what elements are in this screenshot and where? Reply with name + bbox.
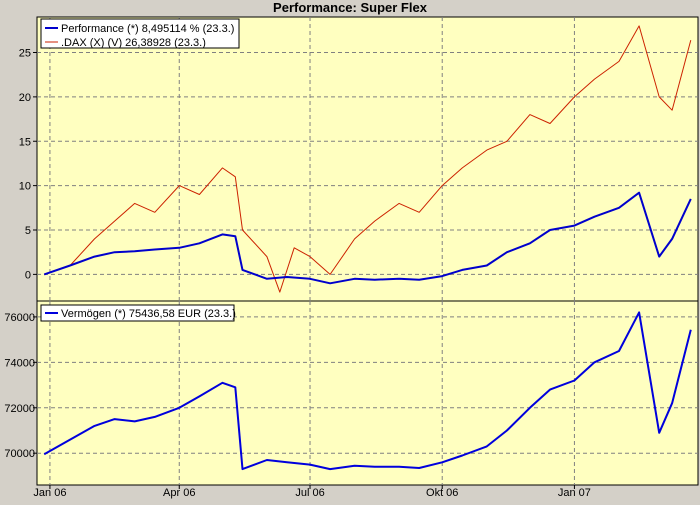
x-tick-label: Jan 06 xyxy=(33,487,66,499)
y-tick-label: 74000 xyxy=(4,357,35,369)
series-line-dax xyxy=(44,25,692,293)
legend-label-performance: Performance (*) 8,495114 % (23.3.) xyxy=(61,23,234,35)
series-line-performance xyxy=(43,191,692,285)
y-tick-label: 76000 xyxy=(4,312,35,324)
x-tick-label: Apr 06 xyxy=(163,487,195,499)
legend-label-vermoegen: Vermögen (*) 75436,58 EUR (23.3.) xyxy=(61,308,236,320)
series-line-vermoegen xyxy=(43,311,692,471)
grid-vermoegen xyxy=(37,301,698,485)
grid-performance xyxy=(37,17,698,301)
y-tick-label: 5 xyxy=(25,225,31,237)
x-tick-label: Okt 06 xyxy=(426,487,458,499)
y-tick-label: 70000 xyxy=(4,448,35,460)
y-tick-label: 20 xyxy=(19,92,31,104)
x-tick-label: Jan 07 xyxy=(558,487,591,499)
y-tick-label: 10 xyxy=(19,181,31,193)
lines-vermoegen xyxy=(43,311,692,471)
plot-area-vermoegen xyxy=(36,300,699,486)
lines-performance xyxy=(43,25,692,293)
y-axis-performance: 0 5 10 15 20 25 xyxy=(19,48,37,281)
legend-performance: Performance (*) 8,495114 % (23.3.) .DAX … xyxy=(40,18,240,49)
y-tick-label: 0 xyxy=(25,269,31,281)
legend-label-dax: .DAX (X) (V) 26,38928 (23.3.) xyxy=(61,37,206,49)
y-tick-label: 72000 xyxy=(4,403,35,415)
y-tick-label: 25 xyxy=(19,48,31,60)
y-tick-label: 15 xyxy=(19,136,31,148)
y-axis-vermoegen: 70000 72000 74000 76000 xyxy=(4,312,37,460)
x-tick-label: Jul 06 xyxy=(295,487,324,499)
x-axis: Jan 06 Apr 06 Jul 06 Okt 06 Jan 07 xyxy=(33,485,591,499)
legend-vermoegen: Vermögen (*) 75436,58 EUR (23.3.) xyxy=(40,304,236,322)
plot-area-performance xyxy=(36,16,699,302)
chart-title: Performance: Super Flex xyxy=(273,0,428,15)
